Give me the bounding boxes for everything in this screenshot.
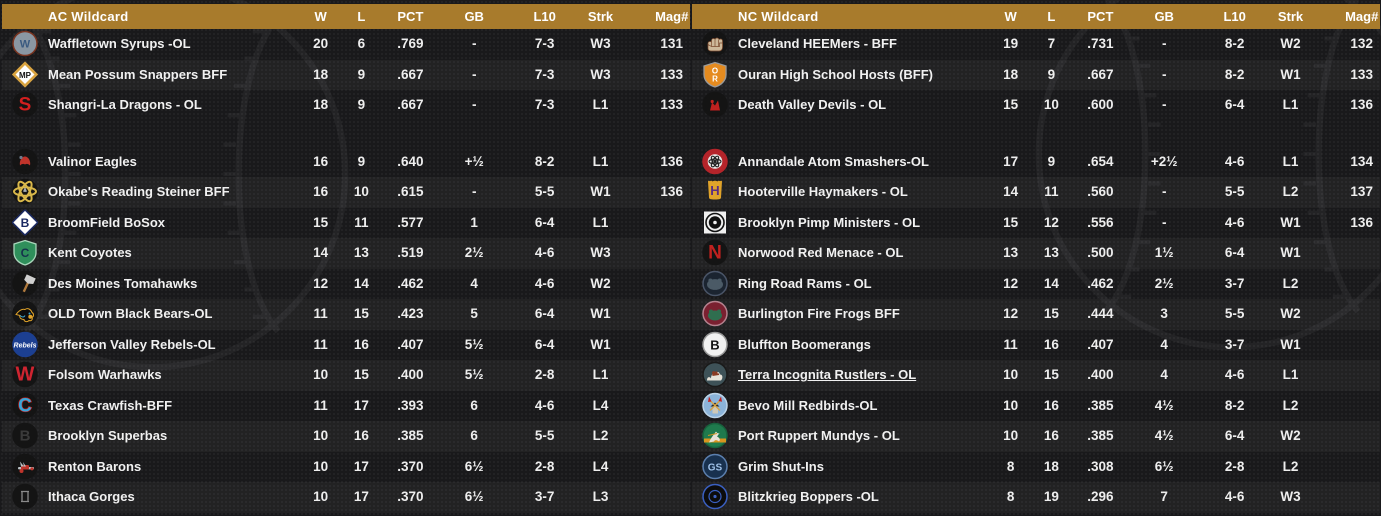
svg-text:B: B bbox=[20, 428, 31, 445]
svg-text:C: C bbox=[18, 395, 32, 416]
svg-text:R: R bbox=[712, 74, 718, 83]
svg-text:B: B bbox=[21, 216, 30, 230]
svg-text:MP: MP bbox=[19, 71, 32, 80]
svg-text:GS: GS bbox=[708, 462, 723, 473]
svg-text:W: W bbox=[16, 364, 35, 386]
svg-text:Rebels: Rebels bbox=[14, 342, 37, 349]
svg-text:N: N bbox=[708, 243, 722, 264]
svg-text:B: B bbox=[710, 337, 719, 352]
svg-text:W: W bbox=[20, 39, 31, 51]
svg-text:S: S bbox=[19, 95, 32, 116]
svg-text:H: H bbox=[710, 183, 719, 198]
svg-text:C: C bbox=[21, 246, 30, 260]
